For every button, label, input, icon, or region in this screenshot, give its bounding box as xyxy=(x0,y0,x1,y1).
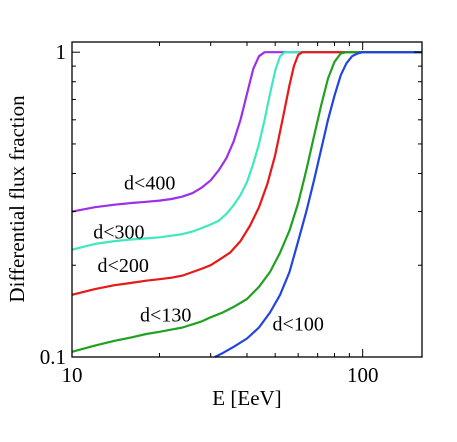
series-line-d-400 xyxy=(71,51,422,213)
y-tick-label: 1 xyxy=(56,40,67,64)
plot-frame xyxy=(71,41,423,358)
y-tick-label: 0.1 xyxy=(40,345,66,369)
x-axis-label: E [EeV] xyxy=(212,386,281,410)
x-tick-label: 100 xyxy=(347,363,379,387)
series-label-d-300: d<300 xyxy=(93,221,144,243)
tick-labels: 10 100 0.1 1 xyxy=(40,40,379,387)
series-label-d-400: d<400 xyxy=(124,172,175,194)
series-line-d-100 xyxy=(214,51,422,358)
series-label-d-130: d<130 xyxy=(140,304,191,326)
series-line-d-200 xyxy=(71,51,422,296)
y-axis-label: Differential flux fraction xyxy=(5,95,29,303)
series-line-d-300 xyxy=(71,51,422,251)
series-line-d-130 xyxy=(71,51,422,353)
x-tick-label: 10 xyxy=(62,363,83,387)
series-label-d-100: d<100 xyxy=(273,314,324,336)
series-label-d-200: d<200 xyxy=(98,255,149,277)
axis-ticks xyxy=(71,42,422,358)
series-curves xyxy=(71,51,422,358)
series-labels: d<400 d<300 d<200 d<130 d<100 xyxy=(93,172,324,335)
